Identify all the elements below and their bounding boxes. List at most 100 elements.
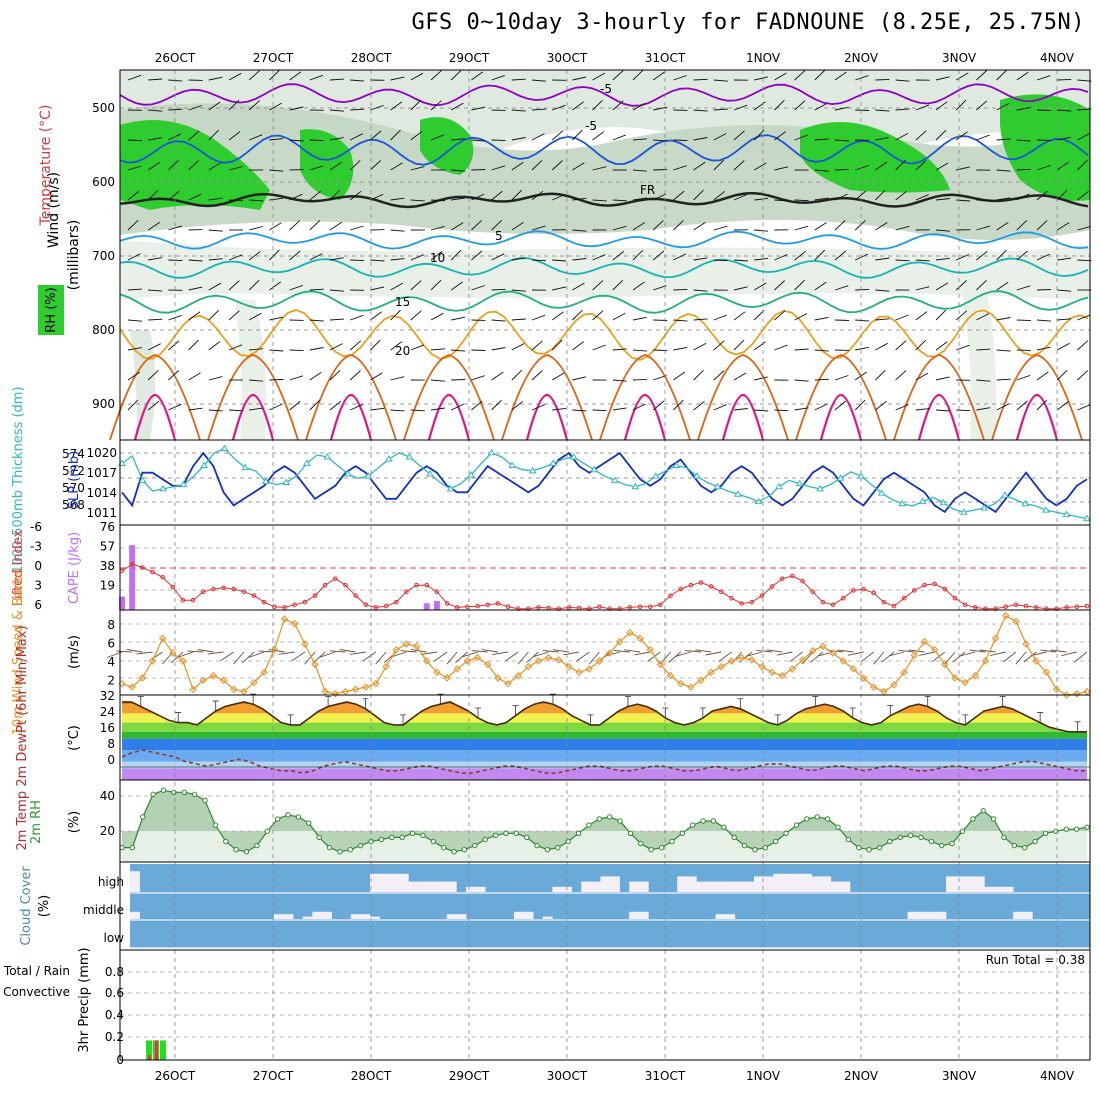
temp-minmax-bar: [699, 707, 706, 718]
upper-wind-barb: [249, 134, 263, 141]
upper-wind-barb: [976, 199, 991, 202]
upper-wind-barb: [390, 101, 403, 111]
diurnal-warm-arc: [427, 393, 471, 441]
diurnal-warm-arc: [1015, 393, 1059, 441]
rh2m-marker: [1053, 828, 1059, 834]
upper-wind-barb: [552, 286, 566, 291]
lifted-index-marker: [1013, 602, 1019, 608]
upper-wind-barb: [572, 341, 584, 351]
upper-wind-barb: [915, 104, 930, 111]
lifted-index-marker: [231, 586, 237, 592]
temp-color-band: [122, 750, 1087, 762]
upper-wind-barb: [612, 225, 627, 231]
wind10-marker: [768, 668, 776, 677]
upper-wind-barb: [430, 348, 445, 351]
wind10-barb: [526, 651, 539, 663]
wind10-marker: [148, 657, 157, 665]
upper-wind-barb: [572, 258, 587, 261]
rh2m-marker: [866, 847, 872, 853]
upper-wind-barb: [1016, 168, 1031, 171]
upper-wind-barb: [208, 129, 220, 141]
upper-wind-barb: [753, 162, 767, 171]
wind10-barb: [837, 649, 854, 653]
upper-wind-barb: [329, 369, 341, 381]
wind10-barb: [1061, 651, 1077, 657]
upper-wind-barb: [612, 100, 624, 111]
date-label-bottom: 27OCT: [253, 1069, 294, 1083]
upper-wind-barb: [612, 379, 627, 382]
upper-wind-barb: [370, 339, 381, 351]
upper-wind-barb: [491, 165, 506, 171]
upper-wind-barb: [996, 197, 1011, 201]
upper-wind-barb: [168, 340, 180, 351]
cloud-unit-label: (%): [37, 895, 52, 918]
upper-wind-barb: [1036, 253, 1050, 261]
thickness-marker: [302, 459, 311, 466]
diurnal-warm-arc: [231, 393, 275, 441]
lifted-index-marker: [1064, 605, 1069, 610]
upper-wind-barb: [511, 109, 526, 112]
wind10-marker: [707, 668, 715, 677]
upper-wind-barb: [349, 340, 362, 351]
rh2m-marker: [949, 840, 955, 847]
upper-wind-barb: [430, 199, 446, 202]
upper-wind-barb: [632, 102, 646, 111]
upper-wind-barb: [693, 343, 707, 351]
upper-wind-barb: [531, 259, 547, 262]
upper-wind-barb: [653, 285, 667, 291]
upper-wind-barb: [693, 137, 708, 141]
precip-total-bar: [160, 1040, 166, 1060]
upper-wind-barb: [956, 253, 970, 261]
lifted-index-marker: [912, 588, 917, 593]
upper-wind-barb: [248, 70, 260, 81]
upper-wind-barb: [834, 319, 850, 321]
upper-wind-barb: [450, 102, 464, 111]
thickness-tick-label: 570: [62, 481, 85, 495]
upper-wind-barb: [370, 259, 385, 262]
wind10-barb: [1015, 651, 1027, 665]
wind10-marker: [849, 665, 858, 673]
upper-wind-barb: [471, 106, 486, 111]
upper-wind-barb: [693, 289, 708, 292]
rh2m-marker: [887, 838, 893, 845]
upper-wind-barb: [774, 166, 789, 171]
lifted-index-marker: [180, 597, 186, 603]
wind10-tick-label: 6: [107, 637, 115, 651]
upper-wind-barb: [289, 139, 304, 142]
upper-wind-barb: [491, 190, 503, 201]
upper-wind-barb: [430, 225, 445, 231]
upper-wind-barb: [370, 104, 384, 111]
lifted-index-marker: [190, 597, 196, 603]
cape-bar: [119, 596, 125, 610]
thickness-marker: [446, 484, 455, 492]
wind10-marker: [138, 674, 147, 682]
rh2m-marker: [897, 834, 903, 841]
upper-wind-barb: [1077, 259, 1092, 262]
lifted-index-marker: [637, 604, 643, 610]
rh2m-marker: [243, 849, 250, 855]
upper-wind-barb: [208, 282, 222, 291]
diurnal-warm-arc: [525, 393, 569, 441]
rh2m-marker: [804, 816, 810, 822]
thickness-marker: [549, 459, 558, 466]
rh2m-marker: [814, 814, 820, 820]
cloud-cover-cell: [773, 873, 784, 892]
thickness-marker: [261, 477, 270, 484]
wind10-marker: [626, 628, 634, 637]
upper-wind-barb: [168, 370, 179, 381]
wind10-barb: [931, 651, 946, 663]
rh2m-marker: [389, 834, 395, 841]
rh2m-marker: [451, 849, 457, 855]
upper-wind-barb: [1057, 318, 1072, 321]
wind10-barb: [969, 649, 986, 653]
rh2m-marker: [679, 830, 686, 836]
li-tick-label: 0: [34, 559, 42, 573]
upper-wind-barb: [168, 259, 183, 262]
rh2m-marker: [555, 844, 561, 851]
upper-wind-barb: [834, 375, 849, 381]
diurnal-warm-arc: [623, 393, 667, 441]
upper-wind-barb: [754, 376, 768, 381]
upper-wind-barb: [491, 288, 506, 291]
cloud-cover-cell: [379, 873, 390, 892]
cloud-cover-cell: [437, 881, 448, 892]
